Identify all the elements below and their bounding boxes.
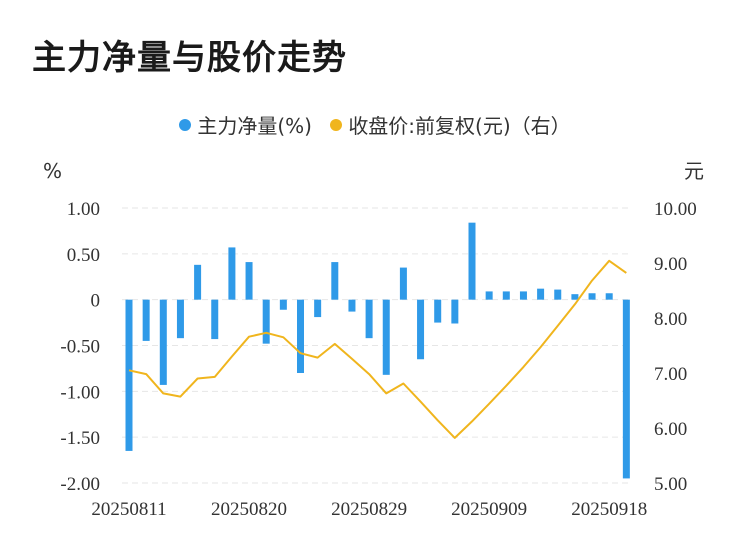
left-axis-ticks: 1.00 0.50 0 -0.50 -1.00 -1.50 -2.00 [60, 199, 100, 495]
net-volume-bar [314, 299, 322, 318]
net-volume-bar [159, 299, 167, 385]
net-volume-bar [262, 299, 270, 344]
net-volume-bar [468, 222, 476, 300]
legend-label-close-price: 收盘价:前复权(元)（右） [348, 114, 571, 138]
left-tick-label: -1.00 [60, 382, 100, 403]
net-volume-bar [279, 299, 287, 310]
right-tick-label: 7.00 [654, 364, 687, 385]
legend-line-marker-icon [330, 118, 343, 131]
net-volume-bar [348, 299, 356, 312]
net-volume-bar [417, 299, 425, 360]
legend-label-net-volume: 主力净量(%) [197, 114, 312, 138]
left-tick-label: 0.50 [67, 245, 100, 266]
net-volume-bar [245, 262, 253, 300]
net-volume-bar [502, 291, 510, 300]
net-volume-bar [194, 264, 202, 300]
right-tick-label: 9.00 [654, 254, 687, 275]
net-volume-bar [228, 247, 236, 300]
legend-bar-marker-icon [179, 118, 192, 131]
net-volume-bars [125, 222, 630, 479]
x-tick-label: 20250829 [331, 499, 407, 520]
net-volume-bar [399, 267, 407, 300]
left-tick-label: 0 [91, 291, 101, 312]
net-volume-bar [382, 299, 390, 375]
left-tick-label: 1.00 [67, 199, 100, 220]
net-volume-bar [142, 299, 150, 341]
x-tick-label: 20250820 [211, 499, 287, 520]
net-volume-bar [485, 291, 493, 300]
x-tick-label: 20250811 [91, 499, 166, 520]
net-volume-bar [554, 289, 562, 300]
left-tick-label: -0.50 [60, 337, 100, 358]
close-price-line [128, 259, 627, 439]
net-volume-bar [211, 299, 219, 340]
net-volume-bar [537, 288, 545, 300]
chart-legend: 主力净量(%) 收盘价:前复权(元)（右） [0, 110, 750, 139]
net-volume-bar [451, 299, 459, 324]
legend-item-close-price[interactable]: 收盘价:前复权(元)（右） [330, 110, 571, 139]
net-volume-bar [605, 293, 613, 300]
right-tick-label: 8.00 [654, 309, 687, 330]
left-axis-unit: % [43, 159, 62, 183]
net-volume-bar [622, 299, 630, 479]
right-axis-unit: 元 [684, 159, 704, 183]
right-tick-label: 5.00 [654, 474, 687, 495]
right-axis-ticks: 10.00 9.00 8.00 7.00 6.00 5.00 [654, 199, 697, 495]
net-volume-bar [176, 299, 184, 339]
x-tick-label: 20250918 [571, 499, 647, 520]
x-tick-label: 20250909 [451, 499, 527, 520]
net-volume-bar [571, 294, 579, 300]
left-tick-label: -1.50 [60, 428, 100, 449]
net-volume-bar [588, 293, 596, 300]
chart-title: 主力净量与股价走势 [32, 38, 347, 78]
net-volume-bar [331, 262, 339, 300]
left-tick-label: -2.00 [60, 474, 100, 495]
net-volume-bar [365, 299, 373, 339]
grid-lines [122, 207, 632, 484]
right-tick-label: 6.00 [654, 419, 687, 440]
legend-item-net-volume[interactable]: 主力净量(%) [179, 110, 312, 139]
net-volume-bar [297, 299, 304, 373]
x-axis-ticks: 20250811 20250820 20250829 20250909 20250918 [91, 499, 647, 520]
net-volume-bar [519, 291, 527, 300]
close-price-line-group [128, 259, 627, 439]
net-volume-bar [125, 299, 133, 451]
net-volume-bar [434, 299, 442, 323]
right-tick-label: 10.00 [654, 199, 697, 220]
